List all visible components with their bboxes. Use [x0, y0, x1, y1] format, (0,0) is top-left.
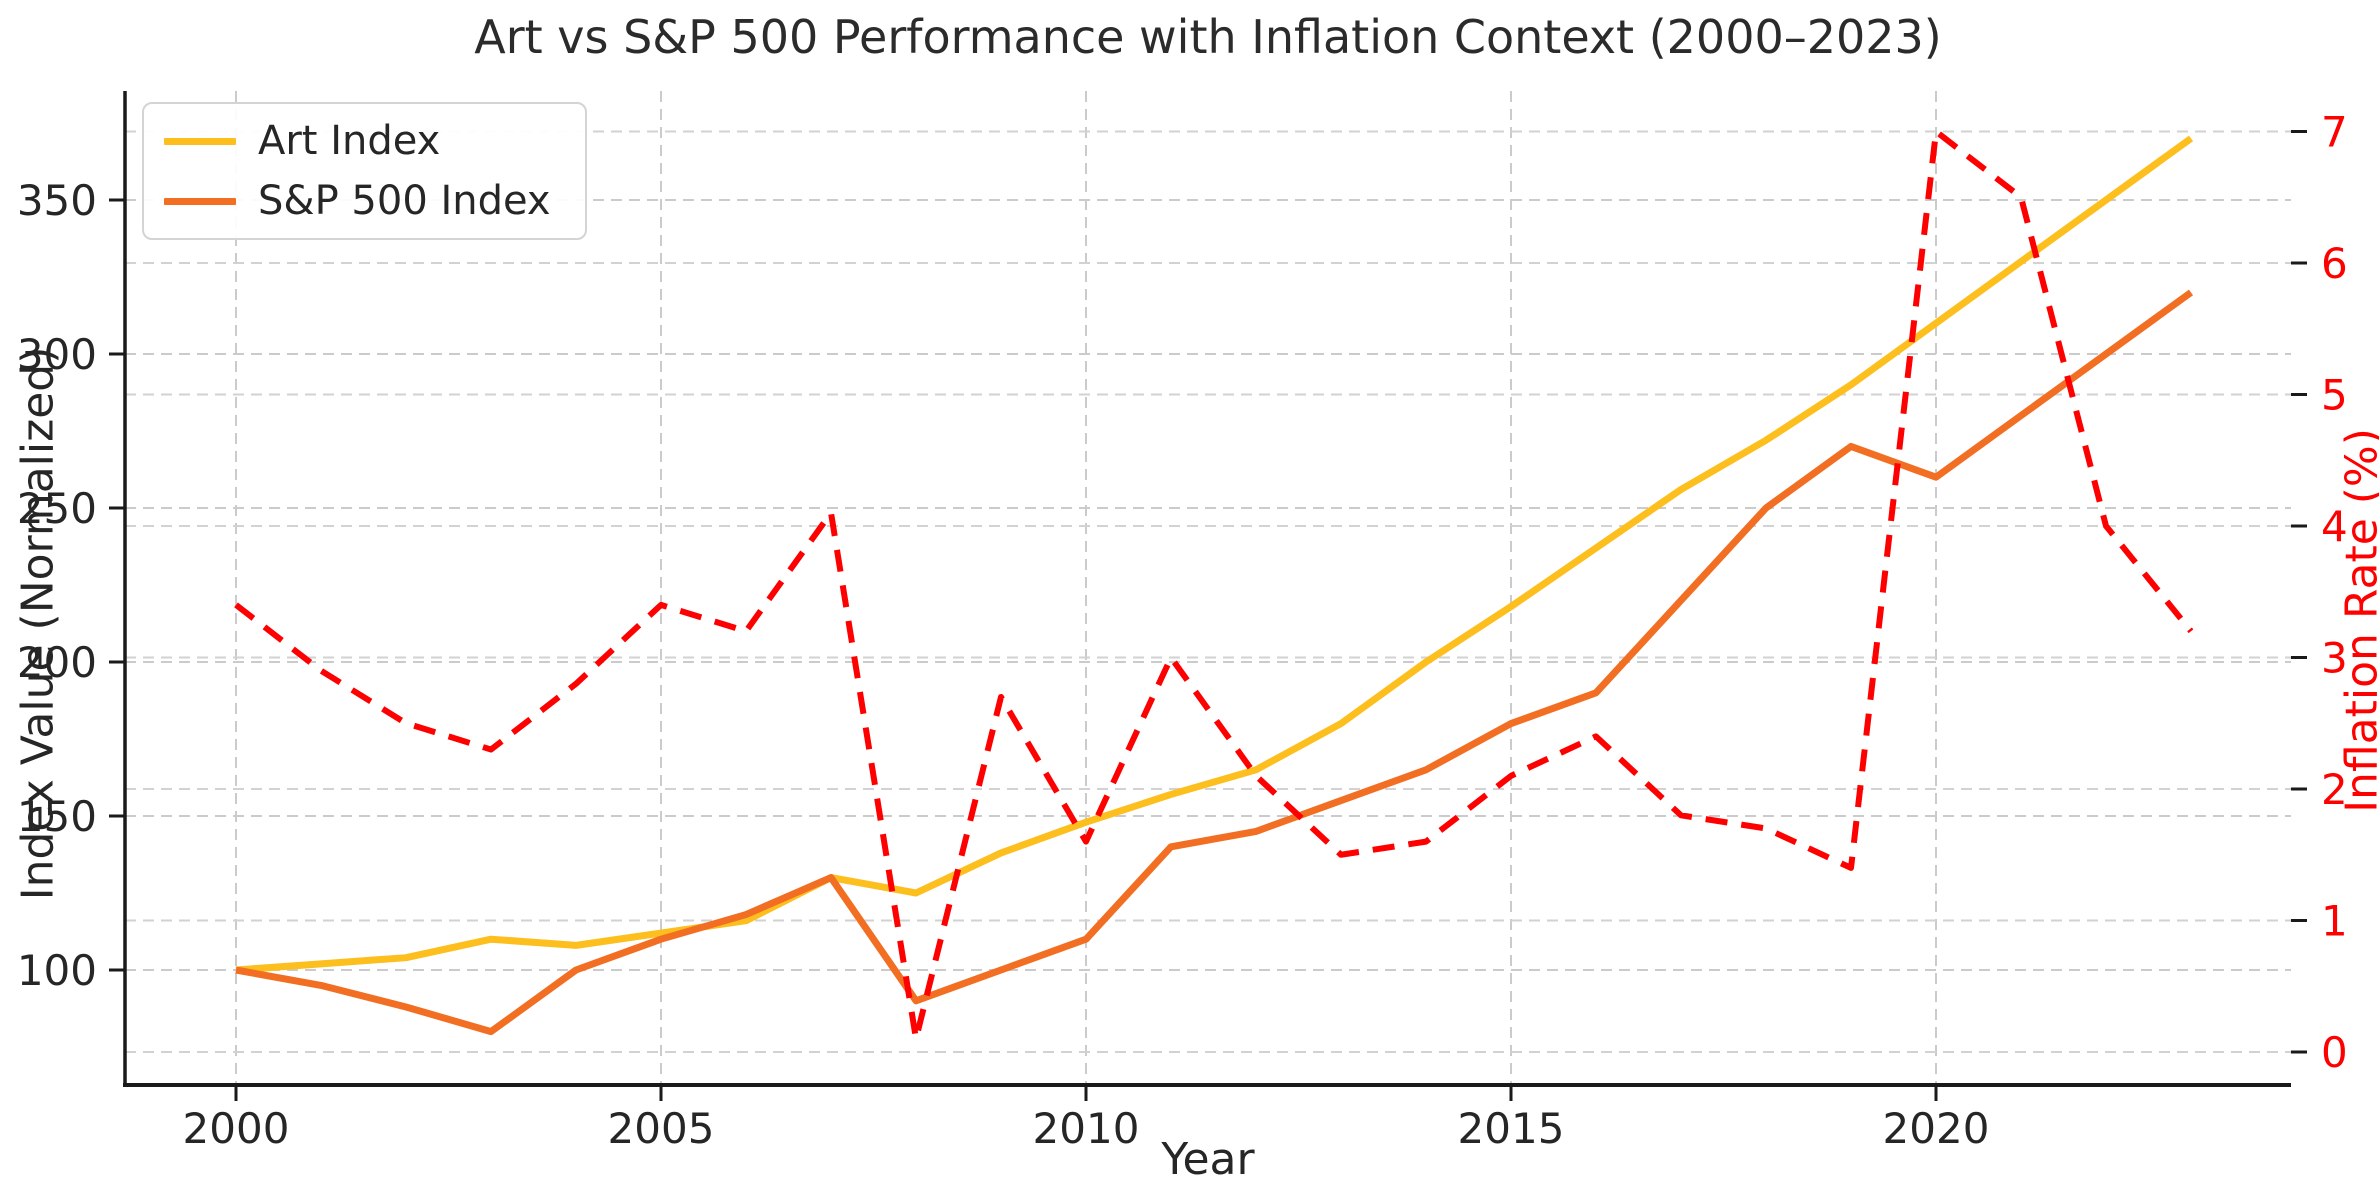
y-right-tick-label-2: 2: [2321, 765, 2348, 814]
art-index-line: [235, 135, 2194, 974]
y-right-tick-label-0: 0: [2321, 1028, 2348, 1077]
chart-title: Art vs S&P 500 Performance with Inflatio…: [474, 10, 1942, 64]
y-right-tick-label-6: 6: [2321, 239, 2348, 288]
x-tick-label-2005: 2005: [608, 1104, 715, 1153]
legend-label-art-index: Art Index: [258, 118, 441, 164]
y-right-tick-label-5: 5: [2321, 371, 2348, 420]
x-axis-label: Year: [1161, 1134, 1255, 1185]
legend-item-sp500-index: S&P 500 Index: [164, 178, 551, 224]
y-left-tick-label-150: 150: [17, 792, 97, 841]
y-axis-right-label: Inflation Rate (%): [2336, 428, 2379, 813]
y-right-tick-label-7: 7: [2321, 108, 2348, 157]
x-tick-label-2015: 2015: [1458, 1104, 1565, 1153]
x-tick-label-2010: 2010: [1033, 1104, 1140, 1153]
y-axis-left-label: Index Value (Normalized): [12, 346, 64, 901]
y-right-tick-label-1: 1: [2321, 897, 2348, 946]
y-right-tick-label-4: 4: [2321, 502, 2348, 551]
legend-item-art-index: Art Index: [164, 118, 551, 164]
x-tick-label-2020: 2020: [1883, 1104, 1990, 1153]
art-index-line-icon: [164, 137, 236, 145]
sp500-index-line: [235, 289, 2194, 1036]
y-right-tick-label-3: 3: [2321, 634, 2348, 683]
legend: Art Index S&P 500 Index: [142, 102, 587, 240]
y-left-tick-label-200: 200: [17, 638, 97, 687]
y-left-tick-label-350: 350: [17, 176, 97, 225]
y-left-tick-label-250: 250: [17, 484, 97, 533]
x-tick-label-2000: 2000: [183, 1104, 290, 1153]
legend-label-sp500-index: S&P 500 Index: [258, 178, 551, 224]
sp500-index-line-icon: [164, 197, 236, 205]
y-left-tick-label-300: 300: [17, 330, 97, 379]
y-left-tick-label-100: 100: [17, 946, 97, 995]
inflation-rate-line: [234, 128, 2194, 1042]
